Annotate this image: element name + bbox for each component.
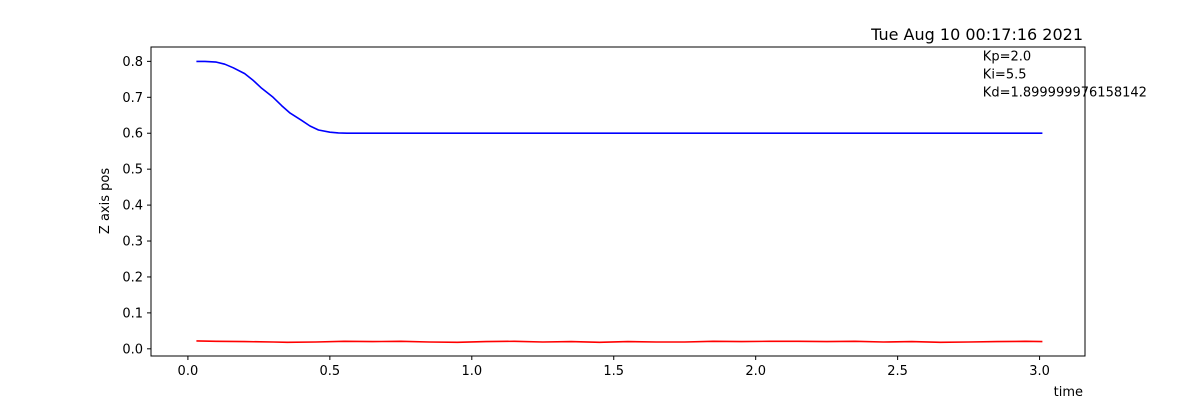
y-tick-label: 0.6 bbox=[122, 127, 143, 142]
annotation-kp: Kp=2.0 bbox=[983, 49, 1031, 64]
y-tick-label: 0.5 bbox=[122, 163, 143, 178]
annotation-kd: Kd=1.899999976158142 bbox=[983, 85, 1147, 100]
y-tick-label: 0.4 bbox=[122, 199, 143, 214]
y-tick-label: 0.7 bbox=[122, 91, 143, 106]
y-tick-label: 0.3 bbox=[122, 235, 143, 250]
annotation-box: Kp=2.0 Ki=5.5 Kd=1.899999976158142 bbox=[983, 49, 1147, 100]
y-axis-label: Z axis pos bbox=[98, 168, 113, 234]
x-tick-label: 0.5 bbox=[320, 364, 341, 379]
series-layer bbox=[196, 60, 1043, 344]
x-tick-label: 1.0 bbox=[461, 364, 482, 379]
y-axis-ticks: 0.0 0.1 0.2 0.3 0.4 0.5 0.6 0.7 0.8 bbox=[122, 55, 151, 357]
plot-frame bbox=[150, 46, 1086, 357]
chart-title: Tue Aug 10 00:17:16 2021 bbox=[870, 25, 1083, 44]
annotation-ki: Ki=5.5 bbox=[983, 67, 1027, 82]
x-tick-label: 0.0 bbox=[178, 364, 199, 379]
y-tick-label: 0.2 bbox=[122, 270, 143, 285]
series-line-0 bbox=[196, 60, 1043, 134]
x-tick-label: 3.0 bbox=[1029, 364, 1050, 379]
x-axis-label: time bbox=[1054, 385, 1083, 400]
series-line-1 bbox=[196, 340, 1043, 344]
x-tick-label: 2.0 bbox=[745, 364, 766, 379]
x-axis-ticks: 0.0 0.5 1.0 1.5 2.0 2.5 3.0 bbox=[178, 356, 1050, 379]
y-tick-label: 0.1 bbox=[122, 306, 143, 321]
x-tick-label: 1.5 bbox=[603, 364, 624, 379]
y-tick-label: 0.0 bbox=[122, 342, 143, 357]
x-tick-label: 2.5 bbox=[887, 364, 908, 379]
y-tick-label: 0.8 bbox=[122, 55, 143, 70]
